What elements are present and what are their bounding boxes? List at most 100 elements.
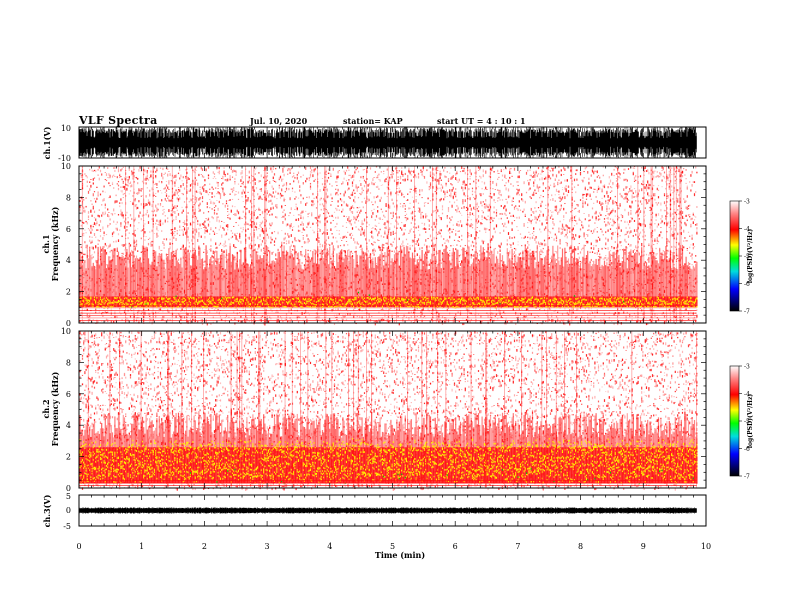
spectro-pixel	[219, 220, 220, 223]
spectro-pixel	[104, 198, 105, 201]
spectro-pixel	[107, 225, 108, 228]
spectro-pixel	[130, 304, 131, 306]
spectro-pixel	[216, 193, 217, 194]
spectro-pixel	[286, 185, 287, 186]
spectro-pixel	[129, 183, 130, 184]
spectro-pixel	[304, 265, 305, 297]
spectro-pixel	[108, 256, 109, 296]
spectro-pixel	[321, 249, 322, 252]
spectro-pixel	[258, 180, 259, 182]
spectro-pixel	[119, 205, 120, 207]
spectro-pixel	[213, 178, 214, 179]
spectro-pixel	[132, 172, 133, 175]
spectro-pixel	[243, 189, 244, 191]
spectro-pixel	[89, 169, 90, 171]
spectro-pixel	[260, 196, 261, 199]
spectro-pixel	[183, 233, 184, 235]
ch1-spectrogram-image	[79, 166, 698, 325]
spectro-pixel	[188, 239, 189, 242]
spectro-pixel	[310, 187, 311, 190]
spectro-pixel	[296, 265, 297, 296]
spectro-pixel	[180, 304, 181, 306]
spectro-pixel	[308, 298, 309, 300]
spectro-pixel	[93, 226, 94, 227]
spectro-pixel	[263, 194, 264, 195]
spectro-pixel	[106, 234, 107, 235]
spectro-pixel	[90, 228, 91, 229]
spectro-pixel	[256, 187, 257, 189]
spectro-pixel	[257, 236, 258, 239]
spectro-pixel	[186, 166, 187, 323]
spectro-pixel	[222, 177, 223, 180]
spectro-pixel	[99, 224, 100, 226]
spectro-pixel	[160, 205, 161, 206]
spectro-pixel	[320, 173, 321, 174]
spectro-pixel	[113, 241, 114, 242]
spectro-pixel	[269, 251, 270, 297]
spectro-pixel	[270, 225, 271, 226]
spectro-pixel	[291, 253, 292, 296]
spectro-pixel	[218, 167, 219, 168]
spectro-pixel	[198, 228, 199, 230]
spectro-pixel	[216, 200, 217, 201]
spectro-pixel	[300, 217, 301, 219]
spectro-pixel	[221, 255, 222, 296]
spectro-pixel	[128, 237, 129, 239]
spectro-pixel	[347, 204, 348, 206]
spectro-pixel	[275, 216, 276, 217]
spectro-pixel	[100, 297, 101, 299]
spectro-pixel	[182, 299, 183, 301]
spectro-pixel	[231, 231, 232, 232]
spectro-pixel	[303, 198, 304, 200]
spectro-pixel	[302, 254, 303, 257]
spectro-pixel	[221, 319, 222, 321]
spectro-pixel	[146, 213, 147, 215]
spectro-pixel	[189, 246, 190, 248]
spectro-pixel	[269, 181, 270, 184]
spectro-pixel	[130, 185, 131, 187]
spectro-pixel	[282, 212, 283, 213]
spectro-pixel	[184, 201, 185, 202]
spectro-pixel	[178, 198, 179, 200]
spectro-pixel	[342, 303, 343, 305]
spectro-pixel	[166, 201, 167, 202]
spectro-pixel	[298, 321, 299, 322]
spectro-pixel	[179, 189, 180, 192]
spectro-pixel	[318, 316, 319, 319]
spectro-pixel	[322, 299, 323, 301]
spectro-pixel	[297, 263, 298, 297]
spectro-pixel	[232, 199, 233, 200]
spectro-pixel	[240, 218, 241, 219]
spectro-pixel	[270, 200, 271, 202]
spectro-pixel	[203, 222, 204, 224]
spectro-pixel	[260, 222, 261, 223]
spectro-pixel	[146, 236, 147, 237]
spectro-pixel	[303, 228, 304, 231]
spectro-pixel	[299, 189, 300, 191]
spectro-pixel	[263, 217, 264, 218]
spectro-pixel	[320, 244, 321, 246]
spectro-pixel	[218, 217, 219, 218]
spectro-pixel	[203, 302, 204, 304]
spectro-pixel	[219, 299, 220, 301]
spectro-pixel	[246, 199, 247, 202]
spectro-pixel	[284, 209, 285, 211]
spectro-pixel	[227, 297, 228, 299]
spectro-pixel	[293, 245, 294, 247]
spectro-pixel	[120, 299, 121, 301]
spectro-pixel	[206, 190, 207, 193]
spectro-pixel	[214, 202, 215, 204]
spectro-pixel	[346, 308, 347, 310]
spectro-pixel	[267, 180, 268, 181]
spectro-pixel	[167, 254, 168, 255]
spectro-pixel	[196, 200, 197, 202]
spectro-pixel	[222, 188, 223, 190]
spectro-pixel	[88, 219, 89, 220]
spectro-pixel	[288, 301, 289, 303]
spectro-pixel	[130, 201, 131, 202]
spectro-pixel	[110, 301, 111, 303]
spectro-pixel	[88, 299, 89, 301]
spectro-pixel	[144, 239, 145, 240]
spectro-pixel	[158, 224, 159, 225]
spectro-pixel	[237, 298, 238, 300]
